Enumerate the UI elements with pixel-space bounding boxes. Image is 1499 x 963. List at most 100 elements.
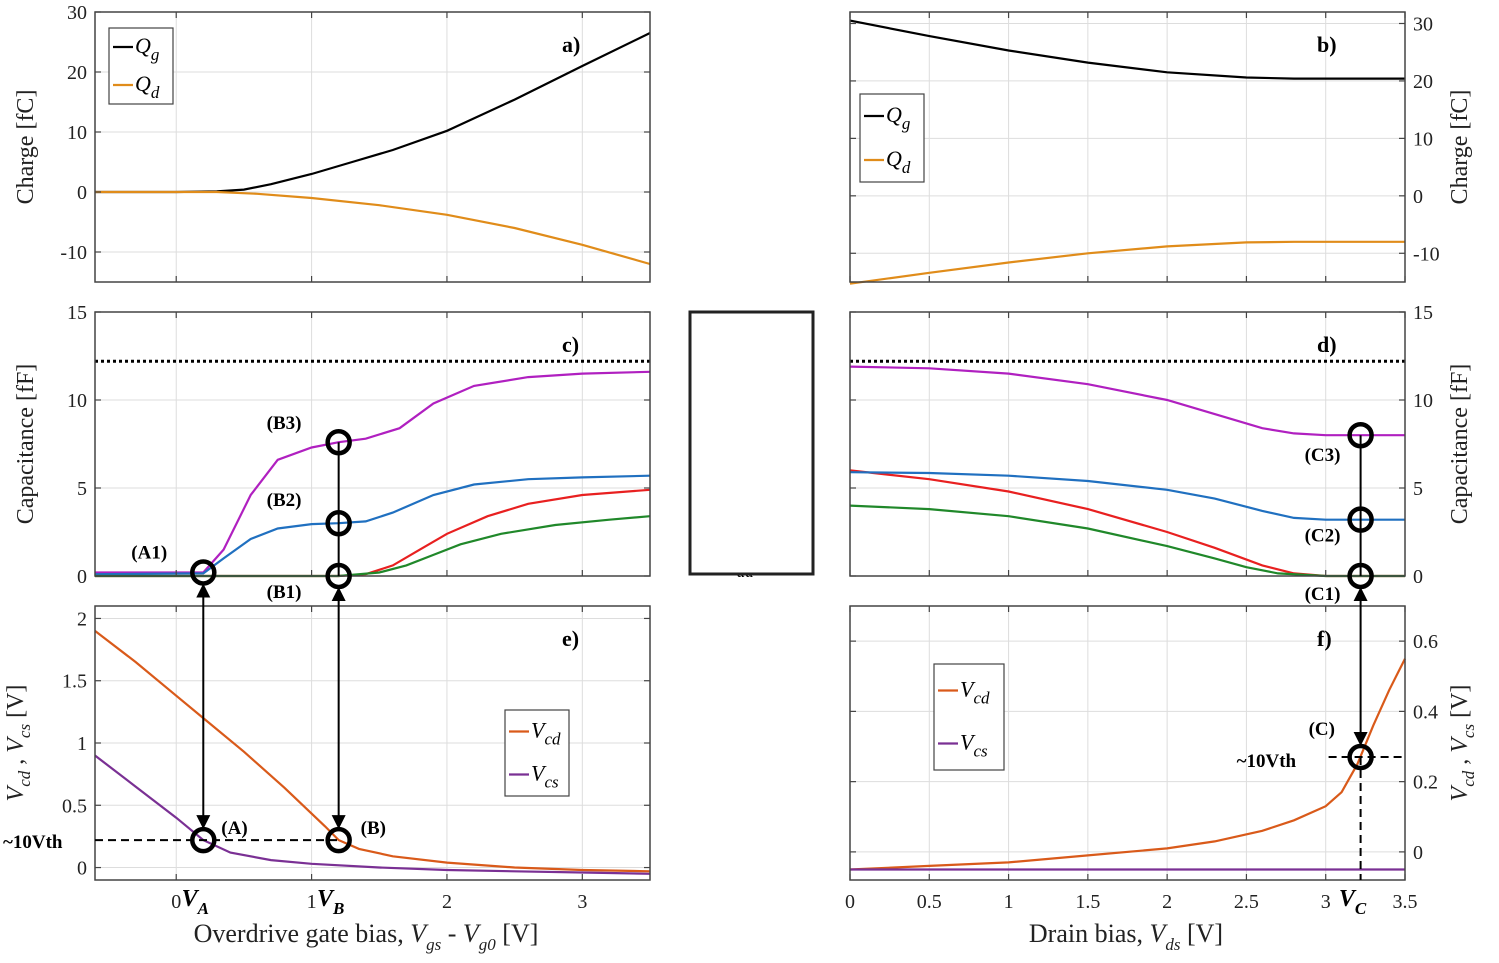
series-line-b-qd (849, 240, 1405, 285)
x-tick-label: 1 (1004, 891, 1014, 913)
y-tick-label: 0 (77, 182, 87, 204)
annotation-c2: (C2) (1305, 526, 1341, 547)
arrow-vc-head-up (1353, 587, 1368, 601)
y-tick-label: 10 (1413, 390, 1433, 412)
annotation-10vth-left: ~10Vth (3, 832, 63, 853)
marker-a1 (190, 559, 217, 586)
arrow-vc-head-down (1353, 732, 1368, 747)
y-axis-label-b: Charge [fC] (1447, 90, 1473, 205)
x-tick-label: 0 (171, 891, 181, 913)
y-tick-label: 0 (1413, 842, 1423, 864)
annotation-c3: (C3) (1305, 445, 1341, 466)
x-axis-label-right: Drain bias, Vds [V] (1029, 919, 1223, 954)
y-tick-label: 15 (1413, 302, 1433, 324)
y-tick-label: -10 (1413, 243, 1440, 265)
annotation-c: (C) (1309, 719, 1335, 740)
marker-c2 (1347, 506, 1374, 533)
series-line-f-vcd (849, 658, 1406, 871)
arrow-vb-head-up (331, 587, 346, 601)
annotation-a1: (A1) (131, 542, 167, 563)
legend-entry: Vcd (531, 718, 561, 749)
series-line-c-cdg (94, 474, 651, 576)
legend-entry: Qd (135, 71, 160, 102)
marker-label-vb: VB (317, 886, 344, 918)
y-tick-label: 0.5 (62, 795, 87, 817)
legend-entry: Vcs (960, 730, 988, 761)
y-tick-label: 0 (77, 566, 87, 588)
series-line-d-cdg (849, 471, 1405, 521)
plot-frame-d (849, 311, 1406, 577)
annotation-layer: (A1) (B3) (B2) (B1) (A) (B) ~10Vth VA VB (C3) (C2)… (3, 413, 1405, 918)
y-tick-label: 1 (77, 733, 87, 755)
legend-box-f (933, 663, 1005, 771)
series-line-d-cgg (849, 365, 1405, 437)
series-line-c-cgd (95, 488, 651, 578)
y-tick-label: 0 (77, 858, 87, 880)
marker-b3 (325, 428, 352, 456)
y-tick-label: 10 (67, 122, 87, 144)
y-axis-label-d: Capacitance [fF] (1447, 364, 1473, 525)
panel-label-b: b) (1317, 32, 1337, 57)
annotation-b: (B) (361, 818, 386, 839)
annotation-b1: (B1) (267, 582, 302, 603)
y-tick-label: 1.5 (62, 671, 87, 693)
x-tick-label: 0.5 (917, 891, 942, 913)
y-tick-label: 30 (67, 2, 87, 24)
y-tick-label: 0.2 (1413, 772, 1438, 794)
y-tick-label: 0.4 (1413, 701, 1438, 723)
series-line-e-vcs (94, 754, 651, 875)
panel-label-e: e) (562, 626, 579, 651)
annotation-b2: (B2) (267, 490, 302, 511)
panel-label-f: f) (1317, 626, 1332, 651)
y-axis-label-f: Vcd , Vcs [V] (1447, 685, 1478, 802)
x-tick-label: 0 (845, 891, 855, 913)
center-legend-box (688, 310, 815, 576)
panel-label-a: a) (562, 32, 580, 57)
legend-entry: Qg (886, 102, 910, 133)
marker-b1 (325, 562, 352, 590)
marker-label-vc: VC (1339, 886, 1367, 918)
y-tick-label: 0 (1413, 566, 1423, 588)
legend-entry: Vcd (960, 677, 990, 708)
series-line-b-qg (849, 19, 1405, 80)
marker-c1 (1347, 562, 1374, 590)
arrow-va-head-down (196, 815, 211, 830)
y-axis-label-e: Vcd , Vcs [V] (3, 685, 34, 802)
legend-box-e (504, 709, 570, 797)
x-tick-label: 2 (442, 891, 452, 913)
legend-entry: Qg (135, 33, 159, 64)
x-tick-label: 2.5 (1234, 891, 1259, 913)
legend-entry: Vcs (531, 761, 559, 792)
x-axis-label-left: Overdrive gate bias, Vgs - Vg0 [V] (194, 919, 539, 954)
y-tick-label: -10 (60, 242, 87, 264)
y-tick-label: 20 (67, 62, 87, 84)
marker-label-va: VA (182, 886, 209, 918)
x-tick-label: 3 (577, 891, 587, 913)
series-line-c-cgg (95, 370, 651, 574)
annotation-c1: (C1) (1305, 584, 1341, 605)
plot-frame-a (94, 11, 651, 283)
plot-frame-c (94, 311, 651, 577)
arrow-vb-head-down (331, 815, 346, 830)
x-tick-label: 1.5 (1075, 891, 1100, 913)
annotation-a: (A) (221, 818, 247, 839)
marker-a (190, 826, 217, 854)
y-axis-label-a: Charge [fC] (13, 90, 39, 205)
annotation-10vth-right: ~10Vth (1237, 751, 1297, 772)
y-tick-label: 5 (77, 478, 87, 500)
y-tick-label: 15 (67, 302, 87, 324)
plot-frame-f (849, 605, 1406, 881)
y-tick-label: 0 (1413, 186, 1423, 208)
x-tick-label: 1 (307, 891, 317, 913)
y-tick-label: 2 (77, 608, 87, 630)
y-tick-label: 10 (67, 390, 87, 412)
series-line-d-cdd (849, 504, 1405, 578)
panel-label-c: c) (562, 332, 579, 357)
arrow-va-head-up (196, 583, 211, 598)
annotation-b3: (B3) (267, 413, 302, 434)
panel-label-d: d) (1317, 332, 1337, 357)
legend-box-a (108, 27, 174, 105)
y-tick-label: 10 (1413, 128, 1433, 150)
x-tick-label: 3.5 (1393, 891, 1418, 913)
